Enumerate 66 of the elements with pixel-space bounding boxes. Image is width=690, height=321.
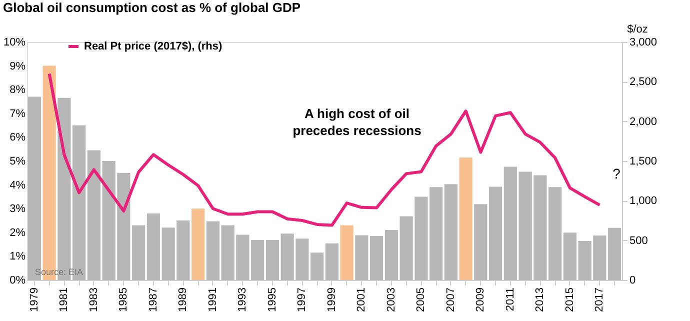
x-tick-label: 2011 <box>504 288 516 312</box>
y2-tick-label: 500 <box>630 234 648 247</box>
bar <box>325 243 338 280</box>
y2-tick-label: 1,000 <box>630 195 658 208</box>
y-tick-label: 10% <box>3 36 26 48</box>
bar <box>504 166 517 280</box>
x-tick-label: 1981 <box>58 288 70 312</box>
x-tick-label: 1987 <box>147 288 160 312</box>
bar <box>459 158 472 280</box>
x-tick-label: 1983 <box>88 288 100 312</box>
legend-label: Real Pt price (2017$), (rhs) <box>84 40 223 52</box>
y-tick-label: 3% <box>10 203 26 216</box>
x-tick-label: 1985 <box>118 288 130 312</box>
x-tick-label: 1995 <box>266 288 278 312</box>
x-tick-label: 2013 <box>534 288 546 312</box>
x-tick-label: 2015 <box>564 288 576 312</box>
y-tick-label: 9% <box>10 60 26 72</box>
y-tick-label: 4% <box>10 179 26 192</box>
bar <box>192 208 205 280</box>
x-tick-label: 2001 <box>356 288 368 312</box>
y-tick-label: 0% <box>10 274 26 286</box>
bar <box>355 235 368 280</box>
x-tick-label: 1999 <box>326 288 338 312</box>
bar <box>563 232 576 280</box>
bar <box>430 187 443 280</box>
y2-tick-label: 2,500 <box>630 76 658 88</box>
y2-axis-title: $/oz <box>627 24 648 36</box>
y-tick-label: 7% <box>10 108 26 120</box>
x-tick-label: 1993 <box>236 288 249 312</box>
y2-tick-label: 0 <box>630 274 636 286</box>
x-tick-label: 1991 <box>206 288 219 312</box>
y-tick-label: 1% <box>10 250 26 263</box>
bar <box>489 186 502 280</box>
x-tick-label: 2005 <box>415 288 428 312</box>
x-tick-label: 2007 <box>444 288 457 312</box>
bar <box>266 240 279 280</box>
bar <box>87 150 100 280</box>
x-tick-label: 2009 <box>474 288 487 312</box>
bar <box>474 204 488 280</box>
y2-tick-label: 1,500 <box>630 156 658 168</box>
y-tick-label: 6% <box>10 132 26 144</box>
y2-tick-label: 2,000 <box>630 116 658 128</box>
x-tick-label: 1989 <box>177 288 190 312</box>
annotation: ? <box>612 165 621 182</box>
bar <box>548 187 562 280</box>
line-series <box>48 72 602 227</box>
x-tick-label: 1979 <box>28 288 40 312</box>
bar <box>370 236 384 280</box>
y-tick-label: 8% <box>10 84 26 96</box>
bar <box>146 213 160 280</box>
y-tick-label: 2% <box>10 226 26 239</box>
bar <box>384 230 398 280</box>
bar <box>444 184 458 280</box>
y2-tick-label: 3,000 <box>630 36 658 48</box>
bar <box>251 240 264 280</box>
y-tick-label: 5% <box>10 156 26 168</box>
chart-title: Global oil consumption cost as % of global GDP <box>2 0 301 15</box>
bar <box>132 225 146 280</box>
bar <box>310 252 324 280</box>
bar <box>206 221 220 280</box>
bar <box>608 228 622 280</box>
x-tick-label: 2017 <box>594 288 606 312</box>
x-tick-label: 1997 <box>296 288 308 312</box>
annotation: A high cost of oil precedes recessions <box>292 106 422 138</box>
bar <box>340 225 354 280</box>
x-tick-label: 2003 <box>385 288 398 312</box>
